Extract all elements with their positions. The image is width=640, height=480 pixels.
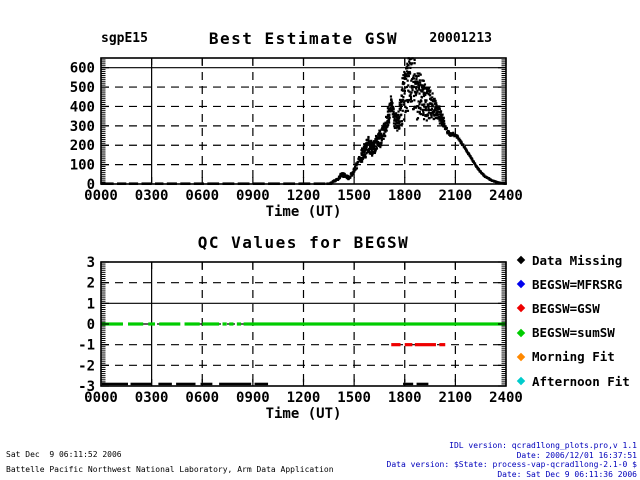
legend-item: BEGSW=MFRSRG [514, 272, 640, 296]
svg-text:0300: 0300 [135, 188, 169, 204]
legend-diamond-icon [516, 255, 526, 265]
site-label: sgpE15 [101, 31, 148, 46]
legend-label: Data Missing [532, 252, 623, 268]
footer-idl-date: Date: 2006/12/01 16:37:51 [516, 450, 637, 460]
svg-text:0: 0 [87, 177, 95, 193]
svg-text:600: 600 [70, 61, 95, 77]
legend-item: BEGSW=sumSW [514, 321, 640, 345]
top-plot-xaxis-title: Time (UT) [265, 204, 342, 220]
svg-text:300: 300 [70, 119, 95, 135]
svg-text:1500: 1500 [337, 390, 371, 406]
svg-text:2: 2 [87, 276, 95, 292]
legend-label: Morning Fit [532, 349, 615, 365]
svg-text:0600: 0600 [185, 188, 219, 204]
legend-diamond-icon [516, 328, 526, 337]
legend-label: BEGSW=GSW [532, 300, 600, 316]
svg-text:0000: 0000 [84, 390, 118, 406]
svg-text:1200: 1200 [287, 390, 321, 406]
legend-label: Afternoon Fit [532, 373, 630, 389]
svg-text:0000: 0000 [84, 188, 118, 204]
legend-label: BEGSW=MFRSRG [532, 276, 623, 292]
svg-text:200: 200 [70, 138, 95, 154]
qc-plot-xaxis-title: Time (UT) [265, 406, 342, 422]
footer-plot-date: Date: Sat Dec 9 06:11:36 2006 [497, 469, 637, 479]
svg-text:0300: 0300 [135, 390, 169, 406]
svg-text:1500: 1500 [337, 188, 371, 204]
footer-data-version: Data version: $State: process-vap-qcrad1… [386, 460, 637, 469]
footer-idl-version: IDL version: qcrad1long_plots.pro,v 1.1 [449, 441, 637, 450]
svg-text:2400: 2400 [489, 188, 523, 204]
qc-plot-title: QC Values for BEGSW [197, 233, 410, 252]
legend-diamond-icon [516, 352, 526, 362]
footer-organization: Battelle Pacific Northwest National Labo… [6, 465, 334, 474]
legend-item: Afternoon Fit [514, 369, 640, 393]
svg-text:500: 500 [70, 80, 95, 96]
top-plot-title: Best Estimate GSW [208, 29, 399, 48]
footer-version-block: IDL version: qcrad1long_plots.pro,v 1.1 … [387, 441, 637, 479]
date-label: 20001213 [429, 31, 492, 46]
svg-text:2400: 2400 [489, 390, 523, 406]
svg-text:0: 0 [87, 317, 95, 333]
svg-text:-1: -1 [78, 338, 95, 354]
svg-text:0900: 0900 [236, 390, 270, 406]
svg-text:3: 3 [87, 255, 95, 271]
legend-item: BEGSW=GSW [514, 296, 640, 320]
footer-timestamp: Sat Dec 9 06:11:52 2006 [6, 450, 122, 459]
svg-text:0900: 0900 [236, 188, 270, 204]
svg-text:1800: 1800 [388, 390, 422, 406]
legend-diamond-icon [516, 304, 526, 313]
svg-text:100: 100 [70, 158, 95, 174]
qc-legend: Data Missing BEGSW=MFRSRG BEGSW=GSW BEGSW=s… [514, 248, 640, 393]
svg-text:1200: 1200 [287, 188, 321, 204]
legend-diamond-icon [516, 280, 526, 289]
legend-item: Data Missing [514, 248, 640, 272]
legend-label: BEGSW=sumSW [532, 325, 615, 341]
legend-diamond-icon [516, 376, 526, 386]
svg-text:2100: 2100 [439, 188, 473, 204]
svg-text:2100: 2100 [439, 390, 473, 406]
svg-text:1800: 1800 [388, 188, 422, 204]
svg-text:-2: -2 [78, 358, 95, 374]
legend-item: Morning Fit [514, 345, 640, 369]
svg-text:1: 1 [87, 296, 95, 312]
svg-text:400: 400 [70, 99, 95, 115]
svg-text:0600: 0600 [185, 390, 219, 406]
svg-text:-3: -3 [78, 379, 95, 395]
